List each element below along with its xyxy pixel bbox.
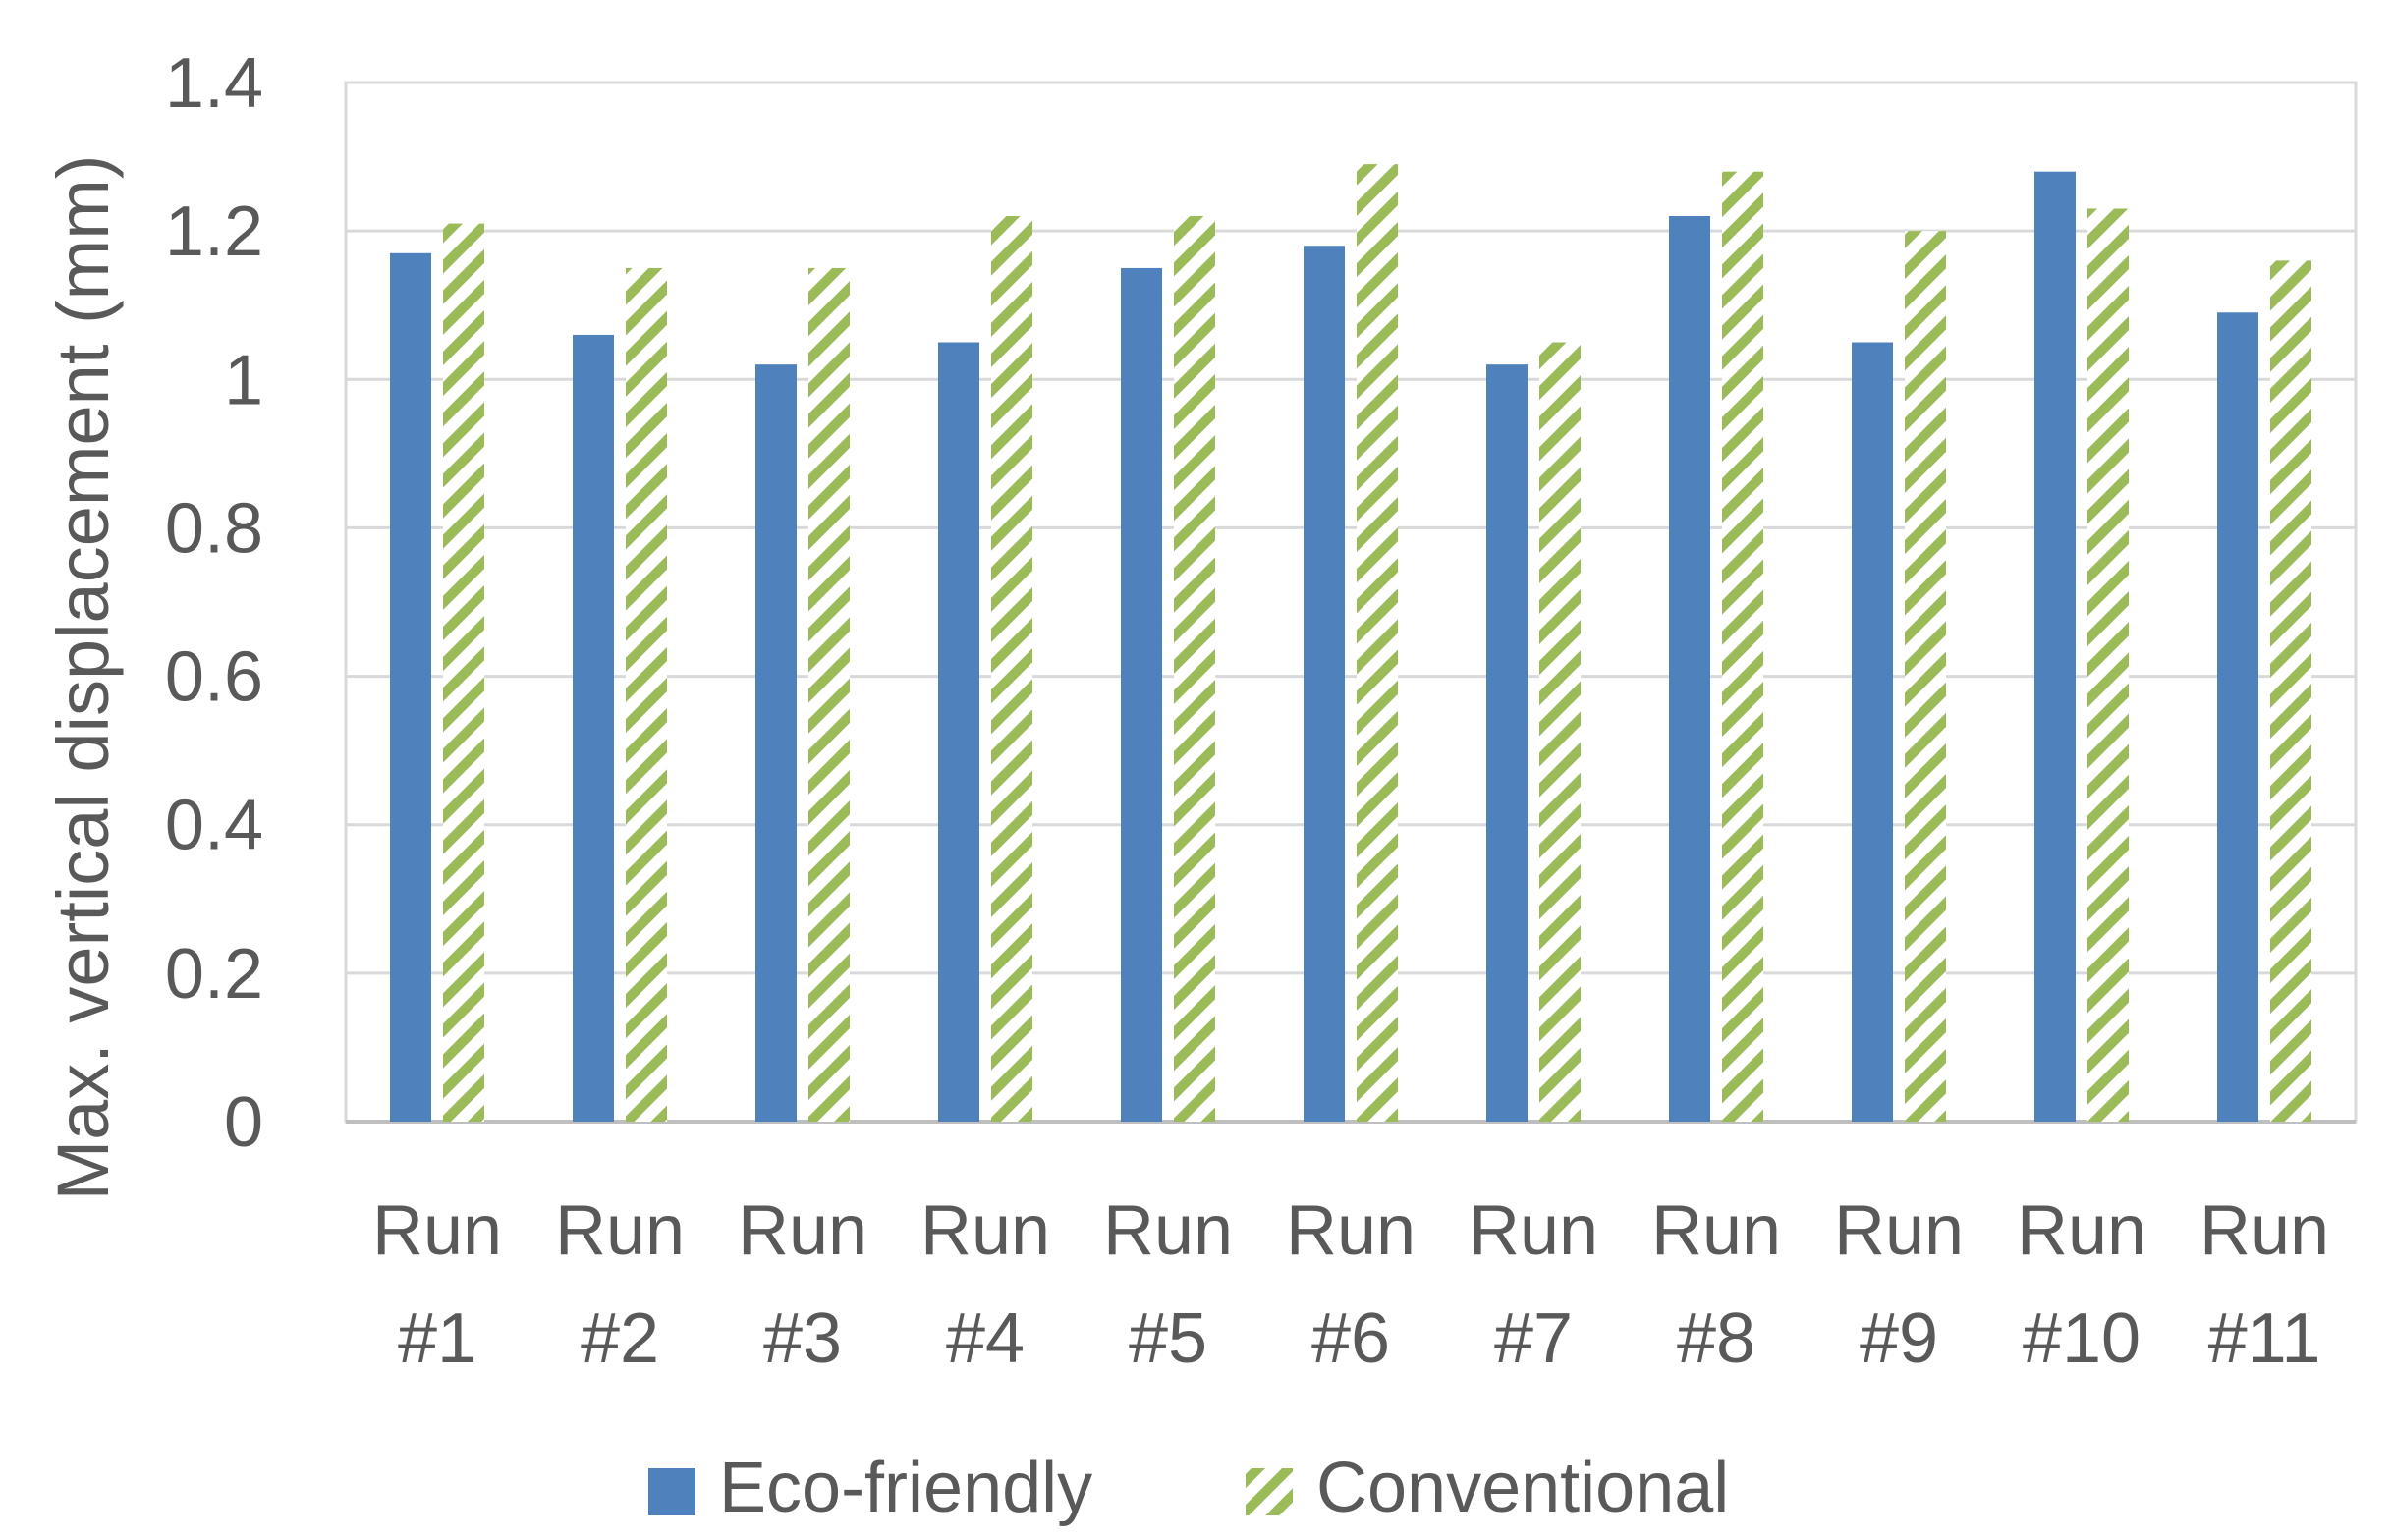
x-category-label: #8 bbox=[1677, 1299, 1755, 1378]
x-category-label: #5 bbox=[1129, 1299, 1207, 1378]
legend: Eco-friendly Conventional bbox=[648, 1449, 1729, 1527]
x-category-label: Run bbox=[1103, 1191, 1233, 1270]
bar-eco-friendly-10 bbox=[2034, 171, 2076, 1122]
x-category-label: Run bbox=[920, 1191, 1050, 1270]
bar-eco-friendly-9 bbox=[1852, 342, 1893, 1122]
bar-conventional-8 bbox=[1722, 171, 1763, 1122]
bar-conventional-10 bbox=[2087, 208, 2129, 1122]
y-axis-ticks: 0 0.2 0.4 0.6 0.8 1 1.2 1.4 bbox=[165, 44, 263, 1162]
bar-conventional-3 bbox=[808, 267, 850, 1122]
x-category-label: Run bbox=[1469, 1191, 1598, 1270]
y-tick-label: 0.6 bbox=[165, 638, 263, 717]
gridlines bbox=[346, 229, 2356, 975]
y-tick-label: 0.8 bbox=[165, 489, 263, 568]
bars bbox=[390, 164, 2311, 1123]
bar-eco-friendly-8 bbox=[1669, 216, 1710, 1122]
bar-eco-friendly-11 bbox=[2217, 312, 2258, 1122]
bar-conventional-6 bbox=[1357, 164, 1398, 1123]
x-category-label: #7 bbox=[1494, 1299, 1573, 1378]
bar-conventional-1 bbox=[443, 223, 484, 1123]
y-tick-label: 1 bbox=[224, 341, 263, 419]
x-category-label: #10 bbox=[2023, 1299, 2141, 1378]
x-category-label: #3 bbox=[763, 1299, 842, 1378]
y-axis-title: Max. vertical displacement (mm) bbox=[42, 154, 124, 1200]
x-category-label: Run bbox=[1834, 1191, 1964, 1270]
x-category-label: #11 bbox=[2208, 1299, 2321, 1378]
x-category-label: #2 bbox=[581, 1299, 659, 1378]
bar-eco-friendly-2 bbox=[573, 334, 614, 1122]
x-category-label: #9 bbox=[1860, 1299, 1938, 1378]
x-category-label: Run bbox=[1286, 1191, 1416, 1270]
bar-eco-friendly-3 bbox=[755, 364, 797, 1123]
bar-eco-friendly-6 bbox=[1304, 246, 1345, 1122]
x-category-label: #6 bbox=[1311, 1299, 1390, 1378]
y-tick-label: 0 bbox=[224, 1083, 263, 1162]
bar-conventional-5 bbox=[1174, 216, 1215, 1122]
x-category-label: Run bbox=[372, 1191, 502, 1270]
bar-conventional-11 bbox=[2270, 260, 2311, 1122]
x-category-label: #1 bbox=[398, 1299, 476, 1378]
bar-eco-friendly-4 bbox=[938, 342, 979, 1122]
y-tick-label: 1.2 bbox=[165, 192, 263, 271]
bar-conventional-2 bbox=[626, 267, 667, 1122]
legend-swatch-eco-friendly bbox=[648, 1468, 695, 1515]
x-category-label: Run bbox=[2017, 1191, 2146, 1270]
legend-label: Eco-friendly bbox=[719, 1449, 1092, 1527]
x-axis-categories: Run #1 Run #2 Run #3 Run #4 Run #5 Run #6 Run #7 Run #8… bbox=[372, 1191, 2329, 1378]
y-tick-label: 1.4 bbox=[165, 44, 263, 123]
bar-conventional-4 bbox=[991, 216, 1032, 1122]
y-tick-label: 0.4 bbox=[165, 787, 263, 865]
x-category-label: Run bbox=[1651, 1191, 1781, 1270]
plot-area bbox=[344, 81, 2358, 1124]
bar-conventional-9 bbox=[1905, 231, 1946, 1123]
x-category-label: Run bbox=[555, 1191, 685, 1270]
y-tick-label: 0.2 bbox=[165, 935, 263, 1014]
bar-conventional-7 bbox=[1539, 342, 1581, 1122]
legend-swatch-conventional bbox=[1246, 1468, 1293, 1515]
x-category-label: Run bbox=[738, 1191, 867, 1270]
x-category-label: #4 bbox=[946, 1299, 1025, 1378]
bar-eco-friendly-7 bbox=[1486, 364, 1528, 1123]
x-category-label: Run bbox=[2199, 1191, 2329, 1270]
legend-label: Conventional bbox=[1316, 1449, 1729, 1527]
bar-eco-friendly-5 bbox=[1121, 267, 1162, 1122]
bar-eco-friendly-1 bbox=[390, 252, 431, 1122]
